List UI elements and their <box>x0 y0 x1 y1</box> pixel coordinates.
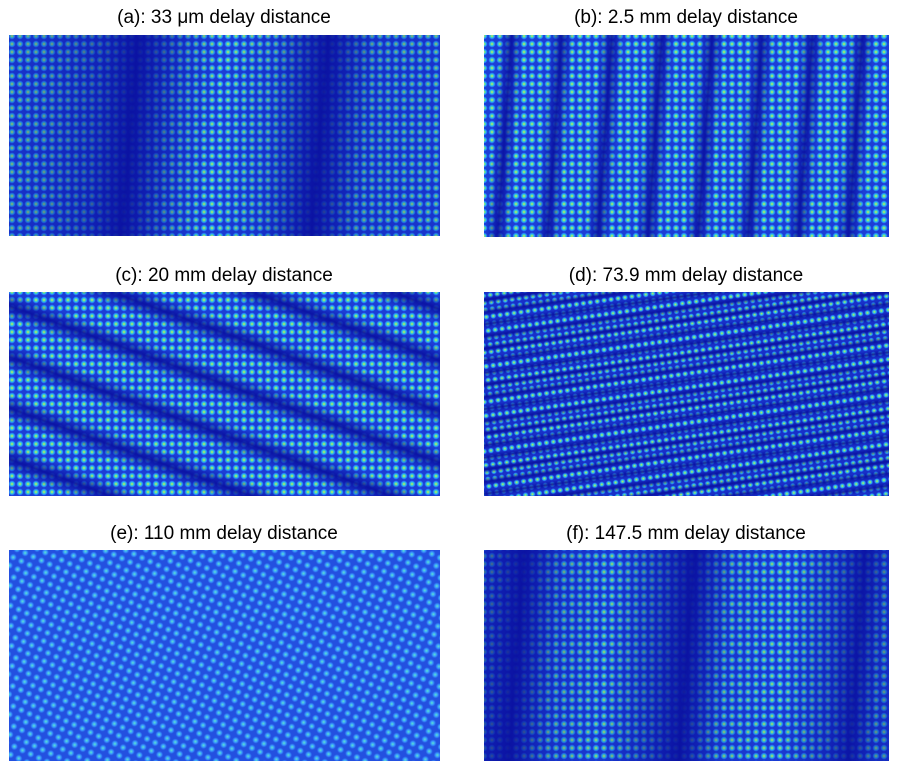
panel-title: (a): 33 μm delay distance <box>117 7 331 28</box>
panel-image-c <box>9 292 440 496</box>
panel-image-b <box>484 35 889 237</box>
panel-title: (d): 73.9 mm delay distance <box>569 265 803 286</box>
panel-title: (f): 147.5 mm delay distance <box>566 523 806 544</box>
panel-image-f <box>484 550 889 761</box>
panel-title: (e): 110 mm delay distance <box>110 523 338 544</box>
panel-title: (c): 20 mm delay distance <box>115 265 333 286</box>
panel-image-e <box>9 550 440 761</box>
panel-image-d <box>484 292 889 496</box>
panel-title: (b): 2.5 mm delay distance <box>574 7 798 28</box>
panel-image-a <box>9 35 440 236</box>
